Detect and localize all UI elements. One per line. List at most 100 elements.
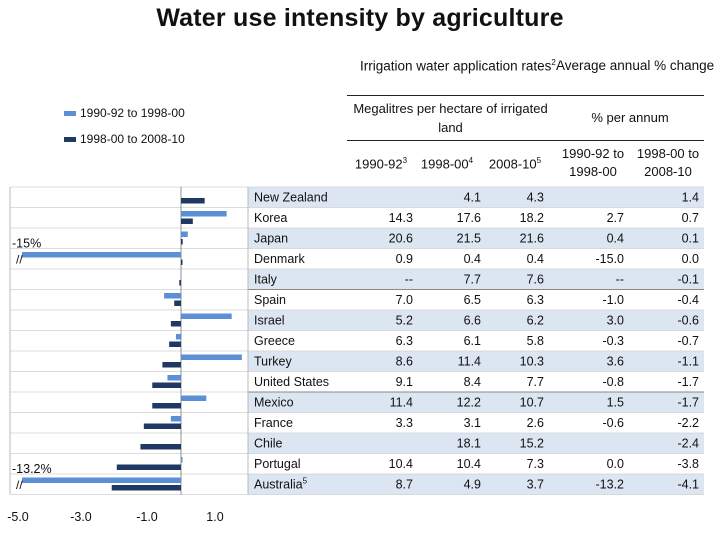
table-cell: --	[405, 273, 413, 287]
header-col-1998: 1998-004	[420, 156, 474, 172]
table-cell: 11.4	[458, 355, 481, 369]
table-cell: -13.2	[596, 478, 625, 492]
bar-series-1	[167, 375, 181, 381]
table-cell: 6.5	[464, 293, 481, 307]
legend-swatch-series-2	[64, 136, 76, 142]
table-cell: -1.0	[602, 293, 624, 307]
table-cell: 7.7	[464, 273, 481, 287]
bar-series-1	[181, 231, 188, 237]
legend-item-series-2: 1998-00 to 2008-10	[64, 132, 185, 146]
table-cell: 7.7	[527, 375, 544, 389]
table-cell: -1.7	[677, 396, 699, 410]
table-row-stripe	[248, 187, 704, 208]
table-row-stripe	[248, 474, 704, 495]
table-cell: -2.2	[677, 416, 699, 430]
table-row-stripe	[248, 269, 704, 290]
table-row-stripe	[248, 351, 704, 372]
table-cell: 5.2	[396, 314, 413, 328]
table-cell: 4.1	[464, 191, 481, 205]
category-label: Denmark	[254, 252, 305, 266]
bar-series-2	[169, 341, 181, 347]
category-label: New Zealand	[254, 191, 328, 205]
table-cell: 14.3	[389, 211, 413, 225]
x-tick-label: 1.0	[206, 510, 223, 524]
bar-series-2	[181, 198, 205, 204]
table-cell: -1.7	[677, 375, 699, 389]
table-cell: -2.4	[677, 437, 699, 451]
bar-series-1	[22, 252, 181, 258]
bar-series-2	[152, 382, 181, 388]
legend-item-series-1: 1990-92 to 1998-00	[64, 106, 185, 120]
x-tick-label: -5.0	[7, 510, 29, 524]
table-cell: 10.4	[389, 457, 413, 471]
table-row-stripe	[248, 310, 704, 331]
legend-swatch-series-1	[64, 110, 76, 116]
table-cell: -0.3	[602, 334, 624, 348]
table-cell: -15.0	[596, 252, 625, 266]
header-rule-mid	[347, 140, 704, 141]
table-cell: 8.6	[396, 355, 413, 369]
table-cell: 18.1	[457, 437, 481, 451]
table-cell: -1.1	[677, 355, 699, 369]
table-cell: 12.2	[457, 396, 481, 410]
category-label: Korea	[254, 211, 287, 225]
table-cell: 17.6	[457, 211, 481, 225]
header-col-2008: 2008-105	[488, 156, 542, 172]
category-label: Chile	[254, 437, 283, 451]
table-cell: 6.3	[396, 334, 413, 348]
bar-series-1	[22, 477, 181, 483]
bar-series-2	[179, 280, 181, 286]
table-cell: 5.8	[527, 334, 544, 348]
table-cell: -0.4	[677, 293, 699, 307]
bar-series-2	[170, 321, 181, 327]
bar-series-2	[162, 362, 181, 368]
table-cell: 1.5	[607, 396, 624, 410]
category-label: United States	[254, 375, 329, 389]
table-cell: 21.5	[457, 232, 481, 246]
table-row-stripe	[248, 228, 704, 249]
table-cell: 3.7	[527, 478, 544, 492]
bar-series-2	[143, 423, 181, 429]
bar-series-2	[181, 218, 193, 224]
category-label: Italy	[254, 273, 278, 287]
x-tick-label: -1.0	[136, 510, 158, 524]
header-group-annual-change: Average annual % change	[556, 58, 715, 73]
table-cell: -0.1	[677, 273, 699, 287]
category-label: Portugal	[254, 457, 301, 471]
table-cell: -3.8	[677, 457, 699, 471]
category-label: Japan	[254, 232, 288, 246]
table-cell: 3.6	[607, 355, 624, 369]
table-cell: 0.0	[607, 457, 624, 471]
bar-series-2	[174, 300, 181, 306]
category-label: Mexico	[254, 396, 294, 410]
table-cell: 10.4	[457, 457, 481, 471]
bar-series-1	[164, 293, 181, 299]
bar-series-2	[152, 403, 181, 409]
table-cell: 2.6	[527, 416, 544, 430]
table-cell: 0.1	[682, 232, 699, 246]
table-cell: 1.4	[682, 191, 699, 205]
table-cell: 10.3	[520, 355, 544, 369]
table-cell: 0.9	[396, 252, 413, 266]
category-label: Australia5	[254, 477, 308, 492]
table-cell: 2.7	[607, 211, 624, 225]
bar-series-1	[181, 211, 227, 217]
table-cell: 4.9	[464, 478, 481, 492]
table-cell: -0.7	[677, 334, 699, 348]
bar-series-1	[181, 313, 232, 319]
table-cell: 0.4	[527, 252, 544, 266]
table-cell: 0.0	[682, 252, 699, 266]
table-cell: 21.6	[520, 232, 544, 246]
table-cell: 6.1	[464, 334, 481, 348]
truncated-value-label: -15%	[12, 237, 41, 251]
table-row-stripe	[248, 433, 704, 454]
bar-series-1	[181, 395, 207, 401]
truncated-value-label: -13.2%	[12, 462, 52, 476]
table-cell: 6.2	[527, 314, 544, 328]
table-cell: 7.3	[527, 457, 544, 471]
header-unit-megalitres: Megalitres per hectare of irrigated land	[353, 101, 548, 135]
bar-series-2	[111, 485, 181, 491]
bar-series-1	[181, 457, 183, 463]
header-col-1990: 1990-923	[354, 156, 408, 172]
